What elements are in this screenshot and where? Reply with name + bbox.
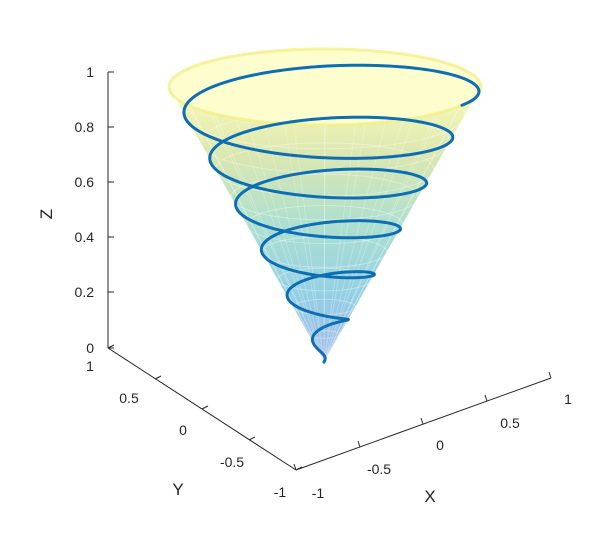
cone-mesh-ruling [284,50,325,363]
y-tick-label: 0 [179,422,187,438]
x-axis-line [295,377,552,471]
y-tick-mark [201,405,209,410]
y-tick-mark [107,344,115,349]
x-tick-mark [420,417,424,425]
z-tick-label: 0.2 [75,284,95,300]
x-tick-label: 0 [436,437,444,453]
y-tick-mark [154,375,162,380]
cone-mesh-ruling [323,86,482,363]
cone-mesh-ruling [189,67,325,363]
x-ticks: -1 -0.5 0 0.5 1 [293,371,572,501]
y-axis-label: Y [172,480,183,499]
x-tick-label: -1 [312,485,325,501]
cone-mesh-ruling [323,76,477,363]
helix-series-line [182,63,481,364]
cone-mesh-ruling [168,86,325,363]
x-tick-mark [484,394,488,402]
cone-mesh-ruling [323,123,366,363]
x-axis-label: X [424,487,435,506]
cone-mesh-ruling [284,123,325,363]
z-tick-label: 1 [86,64,94,80]
z-ticks: 0 0.2 0.4 0.6 0.8 1 [75,64,114,356]
y-tick-mark [295,466,303,471]
z-tick-label: 0 [86,340,94,356]
cone-mesh-ruling [246,119,325,363]
y-ticks: -1 -0.5 0 0.5 1 [86,344,303,500]
y-tick-mark [248,436,256,441]
z-tick-label: 0.8 [75,119,95,135]
cone-mesh-ruling [323,50,366,363]
y-tick-label: -1 [274,484,287,500]
cone-mesh-ring [230,173,419,221]
x-tick-mark [548,371,552,379]
cone-mesh-ring [246,205,403,244]
y-tick-label: 0.5 [119,390,139,406]
z-axis-label: Z [37,209,56,219]
cone-mesh-ruling [323,53,404,363]
y-tick-label: -0.5 [220,454,244,470]
z-tick-label: 0.6 [75,174,95,190]
cone-mesh-ring [308,330,341,339]
cone-mesh-ruling [323,124,326,363]
x-tick-mark [357,440,361,448]
cone-mesh-ruling [246,53,325,363]
cone-mesh-ring [277,267,372,292]
z-tick-label: 0.4 [75,229,95,245]
cone-mesh-ruling [323,67,461,363]
x-tick-label: 1 [564,391,572,407]
x-tick-mark [293,463,297,471]
cone-mesh-ruling [323,48,326,363]
cone-mesh-ruling [323,59,436,363]
y-tick-label: 1 [86,358,94,374]
cone-mesh-ruling [173,96,325,363]
x-tick-label: 0.5 [500,415,520,431]
x-tick-label: -0.5 [367,461,391,477]
